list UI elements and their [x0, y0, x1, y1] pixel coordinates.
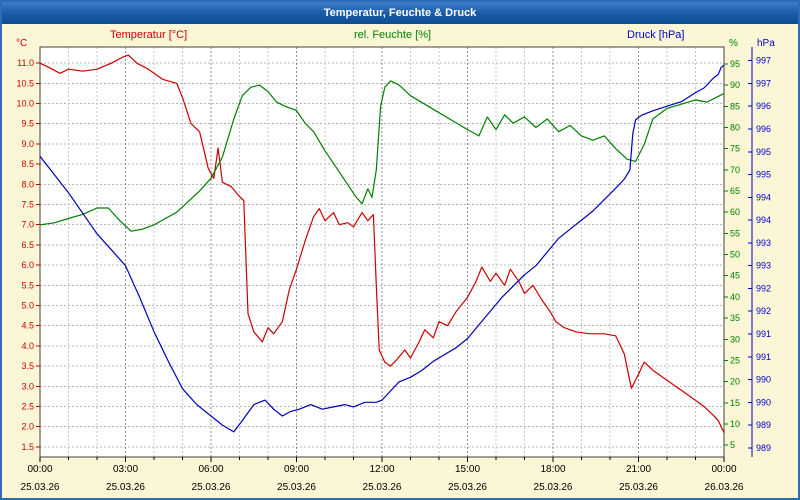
- pressure-tick-label: 993: [756, 238, 771, 248]
- pressure-tick-label: 992: [756, 283, 771, 293]
- temp-tick-label: 9.0: [21, 139, 34, 149]
- time-tick-label: 06:00: [198, 464, 223, 475]
- time-tick-label: 12:00: [369, 464, 394, 475]
- time-tick-label: 00:00: [711, 464, 736, 475]
- date-label: 26.03.26: [705, 482, 744, 493]
- temp-tick-label: 8.5: [21, 159, 34, 169]
- humidity-tick-label: 35: [730, 313, 740, 323]
- humidity-tick-label: 95: [730, 59, 740, 69]
- time-tick-label: 03:00: [113, 464, 138, 475]
- pressure-tick-label: 992: [756, 306, 771, 316]
- temp-tick-label: 5.5: [21, 280, 34, 290]
- humidity-tick-label: 15: [730, 398, 740, 408]
- temp-tick-label: 2.0: [21, 422, 34, 432]
- unit-label-celsius: °C: [16, 38, 28, 49]
- temp-tick-label: 3.5: [21, 361, 34, 371]
- time-tick-label: 09:00: [284, 464, 309, 475]
- humidity-tick-label: 50: [730, 250, 740, 260]
- temp-tick-label: 8.0: [21, 179, 34, 189]
- date-label: 25.03.26: [363, 482, 402, 493]
- unit-label-hpa: hPa: [757, 38, 775, 49]
- temp-tick-label: 4.5: [21, 321, 34, 331]
- humidity-tick-label: 25: [730, 355, 740, 365]
- temp-tick-label: 9.5: [21, 119, 34, 129]
- temp-tick-label: 3.0: [21, 381, 34, 391]
- humidity-tick-label: 85: [730, 101, 740, 111]
- humidity-tick-label: 80: [730, 123, 740, 133]
- humidity-tick-label: 40: [730, 292, 740, 302]
- humidity-tick-label: 65: [730, 186, 740, 196]
- pressure-tick-label: 995: [756, 170, 771, 180]
- humidity-tick-label: 10: [730, 419, 740, 429]
- humidity-tick-label: 90: [730, 80, 740, 90]
- humidity-tick-label: 45: [730, 271, 740, 281]
- temp-tick-label: 6.5: [21, 240, 34, 250]
- humidity-tick-label: 20: [730, 377, 740, 387]
- legend-humidity: rel. Feuchte [%]: [354, 29, 432, 41]
- temp-tick-label: 2.5: [21, 402, 34, 412]
- pressure-tick-label: 993: [756, 261, 771, 271]
- series-line-druck: [39, 64, 725, 433]
- date-label: 25.03.26: [21, 482, 60, 493]
- pressure-tick-label: 991: [756, 352, 771, 362]
- pressure-tick-label: 997: [756, 78, 771, 88]
- temp-tick-label: 6.0: [21, 260, 34, 270]
- pressure-tick-label: 991: [756, 329, 771, 339]
- date-label: 25.03.26: [619, 482, 658, 493]
- series-line-temperatur: [39, 54, 725, 434]
- humidity-tick-label: 60: [730, 207, 740, 217]
- pressure-tick-label: 994: [756, 192, 771, 202]
- time-tick-label: 21:00: [626, 464, 651, 475]
- temp-tick-label: 7.0: [21, 220, 34, 230]
- title-bar: Temperatur, Feuchte & Druck: [2, 2, 798, 24]
- pressure-tick-label: 997: [756, 56, 771, 66]
- humidity-tick-label: 55: [730, 228, 740, 238]
- temp-tick-label: 11.0: [17, 58, 34, 68]
- date-label: 25.03.26: [534, 482, 573, 493]
- date-label: 25.03.26: [277, 482, 316, 493]
- humidity-tick-label: 30: [730, 334, 740, 344]
- legend-temperature: Temperatur [°C]: [110, 29, 188, 41]
- humidity-tick-label: 70: [730, 165, 740, 175]
- temp-tick-label: 1.5: [21, 442, 34, 452]
- pressure-tick-label: 995: [756, 147, 771, 157]
- window-title: Temperatur, Feuchte & Druck: [323, 7, 477, 19]
- unit-label-percent: %: [729, 38, 738, 49]
- time-tick-label: 15:00: [455, 464, 480, 475]
- pressure-tick-label: 989: [756, 443, 771, 453]
- pressure-tick-label: 989: [756, 420, 771, 430]
- pressure-tick-label: 990: [756, 375, 771, 385]
- pressure-tick-label: 994: [756, 215, 771, 225]
- temp-tick-label: 4.0: [21, 341, 34, 351]
- temp-tick-label: 5.0: [21, 301, 34, 311]
- temp-tick-label: 10.0: [16, 99, 34, 109]
- date-label: 25.03.26: [448, 482, 487, 493]
- humidity-tick-label: 75: [730, 144, 740, 154]
- legend-pressure: Druck [hPa]: [627, 29, 685, 41]
- time-tick-label: 00:00: [27, 464, 52, 475]
- pressure-tick-label: 996: [756, 124, 771, 134]
- date-label: 25.03.26: [192, 482, 231, 493]
- series-line-rel-feuchte: [39, 80, 725, 232]
- pressure-tick-label: 990: [756, 397, 771, 407]
- humidity-tick-label: 5: [730, 440, 735, 450]
- pressure-tick-label: 996: [756, 101, 771, 111]
- temp-tick-label: 10.5: [16, 78, 34, 88]
- date-label: 25.03.26: [106, 482, 145, 493]
- time-tick-label: 18:00: [540, 464, 565, 475]
- temp-tick-label: 7.5: [21, 200, 34, 210]
